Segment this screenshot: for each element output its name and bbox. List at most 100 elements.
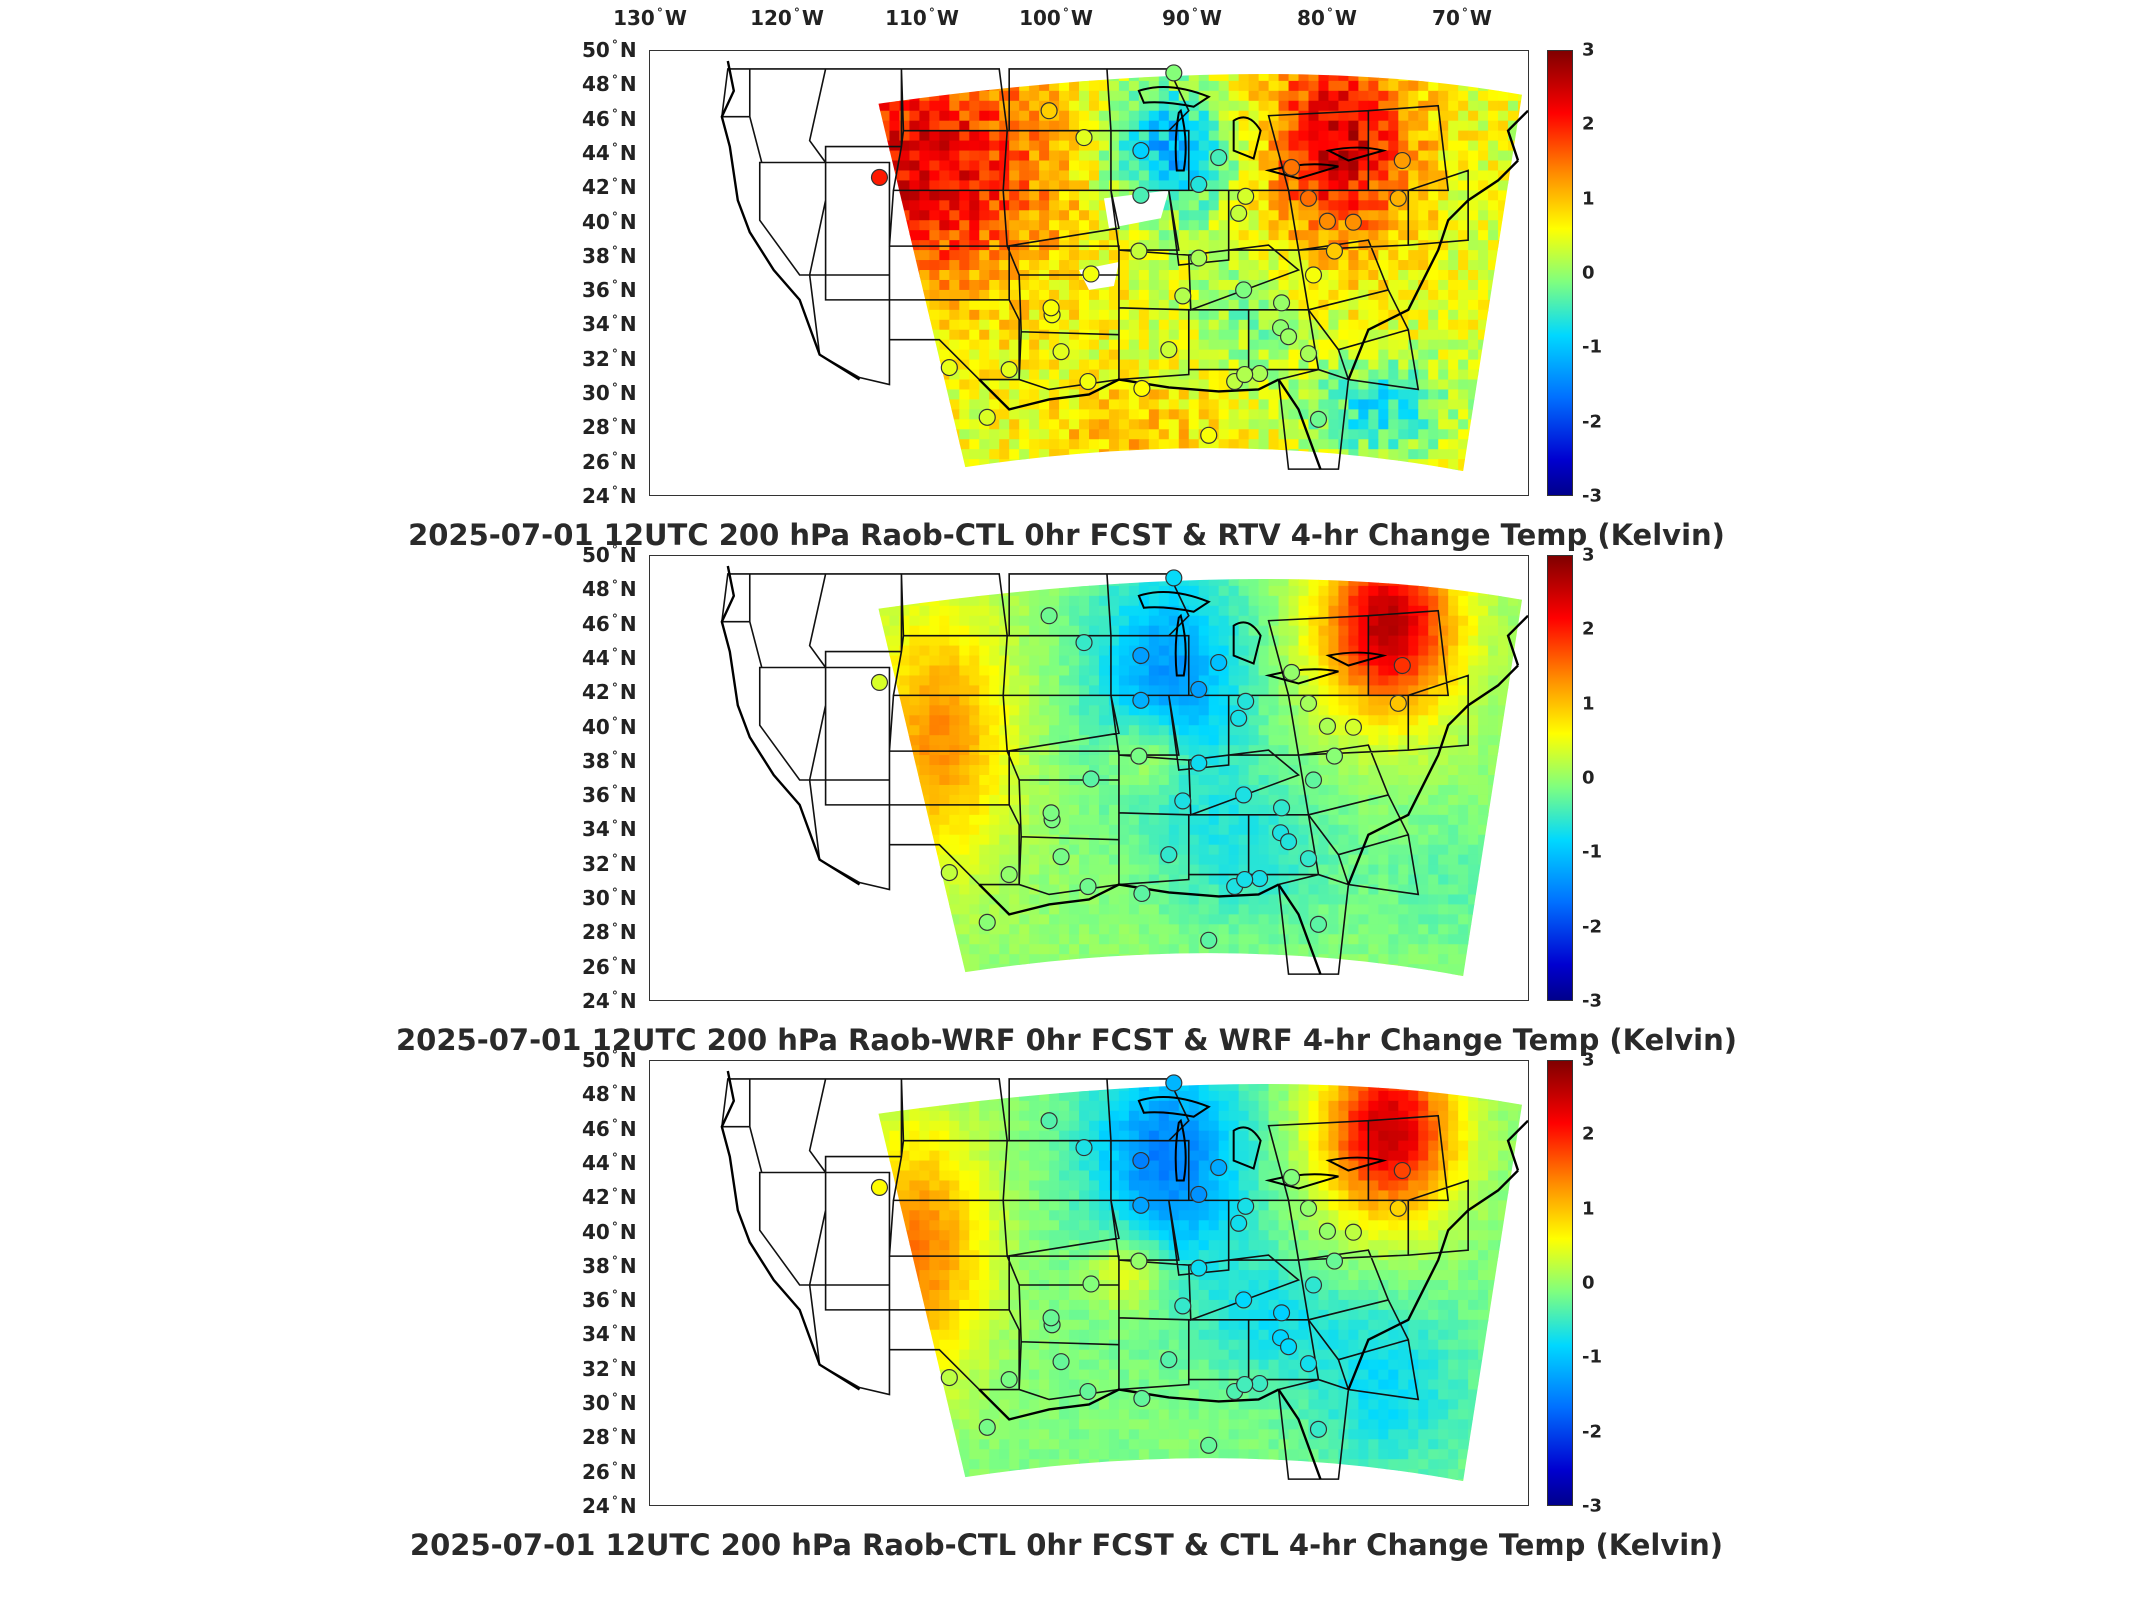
colorbar-tick-label: 2 bbox=[1582, 618, 1595, 640]
colorbar-tick-label: 0 bbox=[1582, 1272, 1595, 1294]
raob-station-marker bbox=[1304, 1276, 1323, 1294]
raob-station-marker bbox=[1282, 1168, 1301, 1187]
raob-station-marker bbox=[1190, 1259, 1208, 1277]
great-lakes-outline bbox=[1137, 86, 1388, 180]
lat-label-28n: 28 ° N bbox=[582, 1425, 637, 1450]
raob-station-marker bbox=[1052, 1353, 1070, 1371]
raob-station-marker bbox=[978, 1418, 996, 1436]
raob-station-marker bbox=[1174, 1297, 1192, 1315]
lat-label-24n: 24 ° N bbox=[582, 989, 637, 1013]
raob-station-marker bbox=[1272, 294, 1291, 312]
raob-station-marker bbox=[1079, 877, 1097, 896]
raob-station-marker bbox=[1174, 792, 1192, 810]
raob-station-marker bbox=[978, 408, 996, 426]
lat-label-38n: 38 ° N bbox=[582, 243, 637, 268]
raob-station-marker bbox=[1393, 656, 1411, 675]
colorbar-tick-label: -1 bbox=[1582, 336, 1602, 358]
raob-station-marker bbox=[1040, 607, 1058, 625]
raob-station-marker bbox=[1082, 265, 1100, 283]
coastline bbox=[720, 60, 1528, 470]
raob-station-marker bbox=[1344, 213, 1362, 231]
raob-station-marker bbox=[1200, 1436, 1218, 1454]
raob-station-marker bbox=[940, 1369, 958, 1387]
lon-label-100w: 100 ° W bbox=[1019, 6, 1093, 30]
raob-station-marker bbox=[1236, 870, 1254, 889]
raob-station-marker bbox=[1040, 1112, 1058, 1130]
map-panel-2: 50 ° N 48 ° N 46 ° N 44 ° N 42 ° N 40 ° N 38 ° N 36 ° N 34 ° N 32 ° N… bbox=[0, 543, 2133, 1065]
colorbar-tick-label: -2 bbox=[1582, 411, 1602, 433]
raob-station-marker bbox=[1160, 1351, 1178, 1369]
lat-label-50n: 50 ° N bbox=[582, 543, 637, 567]
raob-station-marker bbox=[1393, 1161, 1411, 1180]
temperature-field bbox=[878, 578, 1523, 977]
raob-station-marker bbox=[1130, 242, 1148, 260]
lat-label-42n: 42 ° N bbox=[582, 175, 637, 200]
raob-station-marker bbox=[1318, 212, 1337, 230]
raob-station-marker bbox=[1309, 1420, 1328, 1438]
raob-station-marker bbox=[870, 673, 889, 691]
lon-label-120w: 120 ° W bbox=[750, 6, 824, 30]
raob-station-marker bbox=[1236, 365, 1254, 384]
map-frame bbox=[649, 50, 1529, 496]
raob-station-marker bbox=[1237, 187, 1255, 205]
colorbar-tick-label: 1 bbox=[1582, 188, 1595, 210]
lon-label-70w: 70 ° W bbox=[1432, 6, 1492, 30]
lat-label-36n: 36 ° N bbox=[582, 278, 637, 303]
lon-label-80w: 80 ° W bbox=[1297, 6, 1357, 30]
raob-station-marker bbox=[1130, 1252, 1148, 1270]
map-panel-3: 50 ° N 48 ° N 46 ° N 44 ° N 42 ° N 40 ° N 38 ° N 36 ° N 34 ° N 32 ° N… bbox=[0, 1048, 2133, 1570]
raob-station-marker bbox=[1299, 1355, 1318, 1373]
lat-label-40n: 40 ° N bbox=[582, 209, 637, 234]
raob-station-marker bbox=[870, 1178, 889, 1196]
raob-station-marker bbox=[1132, 186, 1150, 204]
map-frame bbox=[649, 1060, 1529, 1506]
lat-label-34n: 34 ° N bbox=[582, 817, 637, 842]
raob-station-marker bbox=[1235, 281, 1253, 299]
raob-station-marker bbox=[1052, 848, 1070, 866]
lat-label-44n: 44 ° N bbox=[582, 1150, 637, 1175]
raob-station-marker bbox=[1230, 204, 1248, 222]
raob-station-marker bbox=[1318, 1222, 1337, 1240]
temperature-change-map bbox=[720, 60, 1528, 472]
lat-label-34n: 34 ° N bbox=[582, 312, 637, 337]
raob-station-marker bbox=[1132, 1196, 1150, 1214]
raob-station-marker bbox=[1230, 1214, 1248, 1232]
raob-station-marker bbox=[1304, 266, 1323, 284]
colorbar bbox=[1547, 1060, 1573, 1506]
colorbar-tick-label: -2 bbox=[1582, 916, 1602, 938]
raob-station-marker bbox=[1304, 771, 1323, 789]
raob-station-marker bbox=[1133, 884, 1151, 903]
lat-label-36n: 36 ° N bbox=[582, 783, 637, 808]
great-lakes-outline bbox=[1137, 1096, 1388, 1190]
raob-station-marker bbox=[1389, 189, 1407, 207]
state-borders bbox=[720, 573, 1469, 975]
raob-station-marker bbox=[1299, 694, 1318, 712]
lat-label-40n: 40 ° N bbox=[582, 1219, 637, 1244]
raob-station-marker bbox=[1318, 717, 1337, 735]
raob-station-marker bbox=[1130, 747, 1148, 765]
great-lakes-outline bbox=[1137, 591, 1388, 685]
lat-label-24n: 24 ° N bbox=[582, 484, 637, 508]
raob-station-marker bbox=[1279, 1338, 1298, 1356]
raob-station-marker bbox=[870, 168, 889, 186]
lat-label-48n: 48 ° N bbox=[582, 1082, 637, 1107]
raob-station-marker bbox=[1299, 345, 1318, 363]
raob-station-marker bbox=[1082, 770, 1100, 788]
raob-station-marker bbox=[1309, 410, 1328, 428]
lat-label-46n: 46 ° N bbox=[582, 106, 637, 131]
colorbar-tick-label: 2 bbox=[1582, 1123, 1595, 1145]
raob-station-marker bbox=[1210, 653, 1228, 672]
colorbar-tick-label: 1 bbox=[1582, 1198, 1595, 1220]
coastline bbox=[720, 1070, 1528, 1480]
raob-station-marker bbox=[1393, 151, 1411, 170]
raob-station-marker bbox=[1251, 869, 1269, 888]
raob-station-marker bbox=[1299, 189, 1318, 207]
raob-station-marker bbox=[1389, 694, 1407, 712]
raob-station-marker bbox=[1000, 361, 1018, 379]
raob-station-marker bbox=[1079, 1382, 1097, 1401]
temperature-change-map bbox=[720, 565, 1528, 977]
raob-station-marker bbox=[1325, 1252, 1344, 1270]
raob-station-marker bbox=[1299, 850, 1318, 868]
lat-label-26n: 26 ° N bbox=[582, 1459, 637, 1484]
lat-label-30n: 30 ° N bbox=[582, 1391, 637, 1416]
